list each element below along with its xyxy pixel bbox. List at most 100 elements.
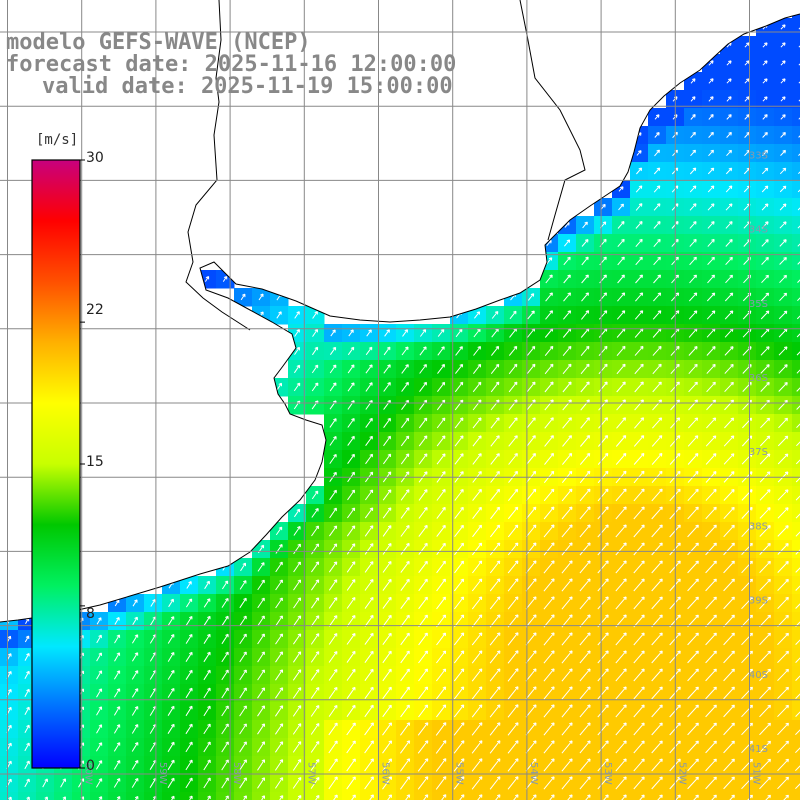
- wind-arrow: [544, 452, 554, 465]
- state-border: [519, 0, 586, 241]
- wind-arrow: [24, 778, 30, 788]
- wind-arrow: [257, 759, 265, 771]
- wind-arrow: [364, 704, 374, 718]
- wind-arrow: [382, 632, 392, 645]
- wind-arrow: [615, 578, 627, 592]
- wind-arrow: [723, 489, 735, 501]
- wind-arrow: [778, 417, 788, 429]
- wind-arrow: [544, 435, 554, 447]
- wind-arrow: [525, 650, 537, 664]
- wind-arrow: [597, 578, 609, 592]
- wind-arrow: [651, 614, 663, 628]
- wind-arrow: [705, 686, 717, 700]
- wind-arrow: [113, 688, 121, 698]
- wind-arrow: [693, 794, 699, 800]
- wind-arrow: [490, 524, 501, 538]
- wind-arrow: [597, 596, 609, 610]
- wind-arrow: [598, 310, 608, 320]
- wind-arrow: [762, 96, 768, 102]
- wind-arrow: [328, 704, 338, 717]
- wind-arrow: [328, 597, 338, 609]
- wind-arrow: [293, 561, 301, 573]
- wind-arrow: [780, 24, 786, 30]
- wind-arrow: [382, 489, 392, 501]
- wind-arrow: [400, 525, 410, 537]
- wind-arrow: [400, 704, 410, 718]
- wind-arrow: [651, 452, 663, 465]
- wind-arrow: [203, 759, 211, 771]
- wind-arrow: [635, 221, 643, 229]
- wind-arrow: [795, 513, 800, 519]
- wind-arrow: [24, 724, 30, 734]
- wind-arrow: [651, 542, 663, 556]
- wind-arrow: [618, 186, 624, 192]
- wind-arrow: [724, 346, 734, 356]
- wind-arrow: [239, 669, 247, 681]
- wind-arrow: [186, 581, 192, 589]
- wind-arrow: [436, 704, 447, 718]
- wind-arrow: [239, 615, 247, 627]
- wind-arrow: [707, 203, 715, 211]
- wind-arrow: [293, 364, 301, 374]
- wind-arrow: [310, 615, 320, 627]
- wind-arrow: [436, 560, 446, 574]
- wind-arrow: [545, 292, 553, 302]
- wind-arrow: [617, 221, 625, 229]
- wind-arrow: [564, 239, 571, 247]
- wind-arrow: [543, 560, 555, 574]
- wind-arrow: [544, 399, 554, 411]
- wind-arrow: [675, 794, 681, 800]
- wind-arrow: [651, 740, 663, 754]
- wind-arrow: [346, 543, 356, 555]
- wind-arrow: [454, 596, 465, 610]
- wind-arrow: [635, 256, 643, 266]
- wind-arrow: [490, 453, 500, 465]
- wind-arrow: [508, 435, 518, 447]
- wind-arrow: [419, 329, 427, 337]
- wind-arrow: [131, 634, 139, 644]
- wind-arrow: [579, 524, 591, 538]
- wind-arrow: [706, 292, 716, 302]
- wind-arrow: [347, 435, 355, 446]
- wind-arrow: [274, 777, 284, 789]
- wind-arrow: [471, 578, 483, 592]
- wind-arrow: [472, 506, 482, 520]
- wind-arrow: [689, 238, 697, 247]
- wind-arrow: [598, 345, 608, 357]
- wind-arrow: [759, 578, 771, 592]
- wind-arrow: [780, 132, 786, 138]
- wind-arrow: [258, 293, 264, 301]
- wind-arrow: [598, 363, 608, 375]
- wind-arrow: [795, 729, 800, 736]
- wind-arrow: [383, 417, 391, 428]
- wind-arrow: [507, 740, 519, 754]
- wind-arrow: [705, 722, 717, 736]
- wind-arrow: [204, 275, 210, 282]
- wind-arrow: [275, 579, 283, 591]
- wind-arrow: [435, 740, 447, 754]
- wind-arrow: [364, 686, 374, 699]
- wind-arrow: [544, 363, 554, 375]
- wind-arrow: [725, 203, 733, 211]
- wind-arrow: [603, 794, 609, 800]
- wind-arrow: [531, 794, 537, 800]
- wind-arrow: [114, 617, 120, 625]
- wind-arrow: [795, 783, 800, 790]
- wind-arrow: [687, 668, 699, 682]
- wind-arrow: [759, 632, 771, 646]
- wind-arrow: [113, 670, 121, 680]
- wind-arrow: [436, 578, 446, 592]
- wind-arrow: [636, 167, 643, 175]
- wind-arrow: [525, 560, 537, 574]
- wind-arrow: [507, 578, 519, 592]
- wind-arrow: [657, 794, 663, 800]
- wind-arrow: [471, 704, 483, 718]
- wind-arrow: [759, 776, 771, 790]
- wind-arrow: [203, 633, 211, 644]
- wind-arrow: [96, 652, 102, 662]
- wind-arrow: [95, 760, 103, 770]
- wind-arrow: [400, 489, 410, 501]
- wind-arrow: [778, 310, 788, 320]
- wind-arrow: [315, 794, 320, 800]
